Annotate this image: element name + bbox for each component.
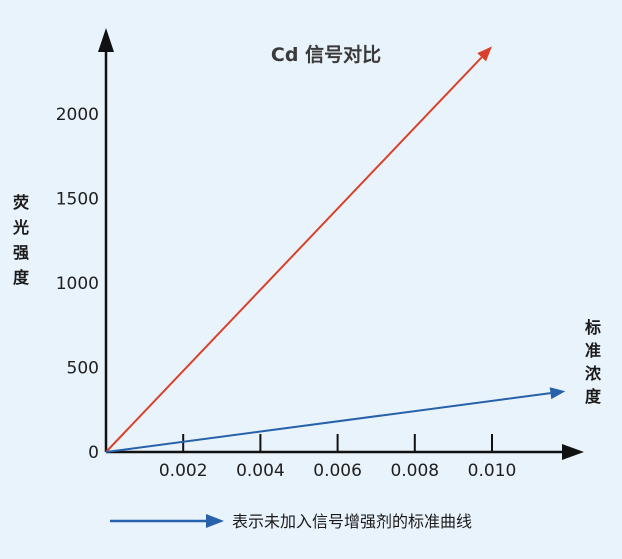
y-tick-label: 2000: [56, 105, 99, 125]
series-line-1: [105, 56, 483, 453]
y-axis-label: 荧光强度: [12, 193, 30, 287]
series-arrow-icon-2: [549, 387, 566, 400]
series-layer: [105, 46, 566, 453]
axes: [98, 28, 584, 460]
x-ticks: 0.002 0.004 0.006 0.008 0.010: [159, 434, 516, 481]
chart-title: Cd 信号对比: [271, 43, 381, 66]
y-tick-label: 1500: [56, 190, 99, 210]
series-line-2: [105, 392, 551, 453]
y-tick-label: 1000: [56, 274, 99, 294]
legend: 表示未加入信号增强剂的标准曲线: [110, 512, 472, 531]
x-tick-label: 0.004: [236, 461, 285, 481]
legend-text: 表示未加入信号增强剂的标准曲线: [232, 512, 472, 531]
y-axis-arrow-icon: [98, 28, 114, 52]
x-tick-label: 0.010: [468, 461, 517, 481]
x-tick-label: 0.002: [159, 461, 208, 481]
x-axis-label: 标准浓度: [584, 318, 602, 406]
y-tick-label: 500: [67, 359, 99, 379]
x-tick-label: 0.006: [313, 461, 362, 481]
legend-arrow-icon: [206, 514, 224, 528]
x-tick-label: 0.008: [390, 461, 439, 481]
x-axis-arrow-icon: [562, 444, 584, 460]
series-arrow-icon-1: [477, 46, 492, 62]
y-tick-label: 0: [88, 443, 99, 463]
y-ticks: 0 500 1000 1500 2000: [56, 105, 99, 463]
